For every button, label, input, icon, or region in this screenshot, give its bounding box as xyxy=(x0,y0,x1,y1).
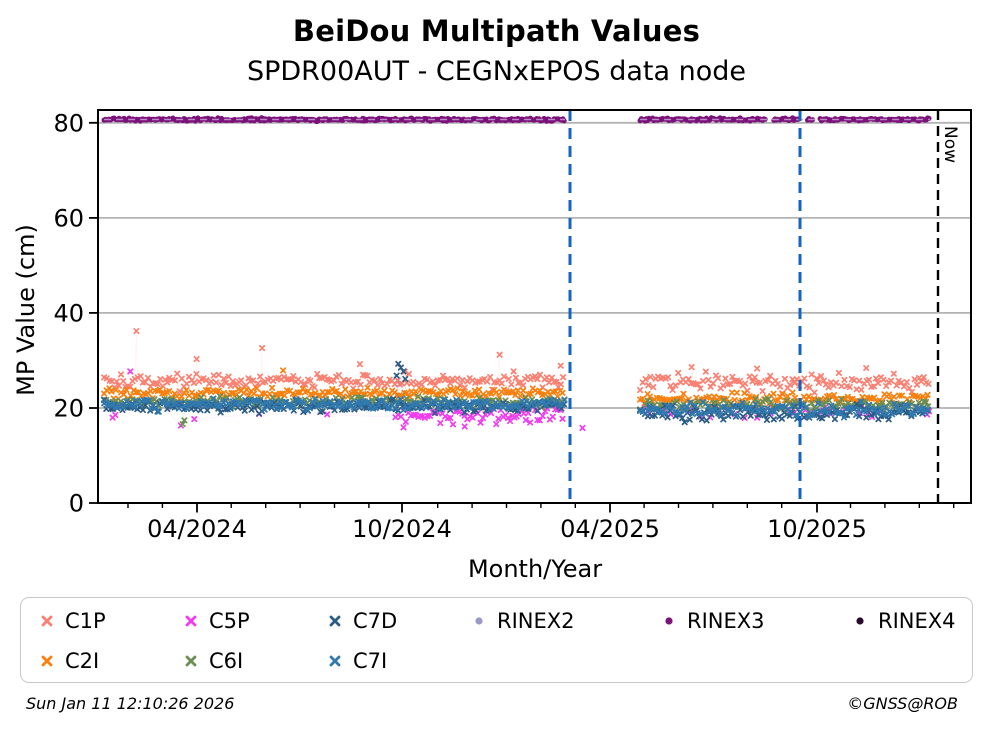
legend-label-c7d: C7D xyxy=(353,608,398,633)
footer-copyright: ©GNSS@ROB xyxy=(847,694,958,713)
now-label: Now xyxy=(940,126,960,163)
svg-text:04/2025: 04/2025 xyxy=(560,515,660,543)
c6i-marker-icon xyxy=(183,653,199,669)
legend-label-rinex3: RINEX3 xyxy=(687,608,765,633)
svg-text:04/2024: 04/2024 xyxy=(147,515,247,543)
svg-text:0: 0 xyxy=(69,490,84,518)
legend: C1P C5P C7D RINEX2 RINEX3 RINEX4 C2I C6 xyxy=(20,597,973,683)
svg-text:20: 20 xyxy=(53,395,84,423)
x-axis-label: Month/Year xyxy=(468,555,602,583)
legend-item-rinex3: RINEX3 xyxy=(661,608,852,633)
c7i-marker-icon xyxy=(327,653,343,669)
c1p-marker-icon xyxy=(39,613,55,629)
c7d-marker-icon xyxy=(327,613,343,629)
legend-item-c1p: C1P xyxy=(39,608,183,633)
legend-label-rinex4: RINEX4 xyxy=(878,608,956,633)
legend-item-rinex2: RINEX2 xyxy=(471,608,661,633)
rinex3-marker-icon xyxy=(661,613,677,629)
legend-item-c7i: C7I xyxy=(327,648,471,673)
legend-label-c2i: C2I xyxy=(65,648,100,673)
svg-text:60: 60 xyxy=(53,204,84,232)
c5p-marker-icon xyxy=(183,613,199,629)
c2i-marker-icon xyxy=(39,653,55,669)
chart-subtitle: SPDR00AUT - CEGNxEPOS data node xyxy=(246,56,747,87)
legend-label-c6i: C6I xyxy=(209,648,244,673)
legend-item-c5p: C5P xyxy=(183,608,327,633)
plot-area: Now 0 20 40 60 80 04/2024 10/2024 04/2025 10/2025… xyxy=(12,109,972,583)
legend-item-c2i: C2I xyxy=(39,648,183,673)
svg-text:40: 40 xyxy=(53,299,84,327)
legend-item-rinex4: RINEX4 xyxy=(852,608,972,633)
chart-title: BeiDou Multipath Values xyxy=(292,14,701,48)
legend-item-c7d: C7D xyxy=(327,608,471,633)
legend-item-c6i: C6I xyxy=(183,648,327,673)
svg-text:80: 80 xyxy=(53,109,84,137)
legend-label-c1p: C1P xyxy=(65,608,106,633)
legend-label-c5p: C5P xyxy=(209,608,250,633)
legend-label-c7i: C7I xyxy=(353,648,388,673)
footer-timestamp: Sun Jan 11 12:10:26 2026 xyxy=(26,694,235,713)
rinex2-marker-icon xyxy=(471,613,487,629)
rinex4-marker-icon xyxy=(852,613,868,629)
svg-text:10/2024: 10/2024 xyxy=(352,515,452,543)
legend-label-rinex2: RINEX2 xyxy=(497,608,575,633)
y-axis-label: MP Value (cm) xyxy=(12,224,40,396)
svg-text:10/2025: 10/2025 xyxy=(767,515,867,543)
